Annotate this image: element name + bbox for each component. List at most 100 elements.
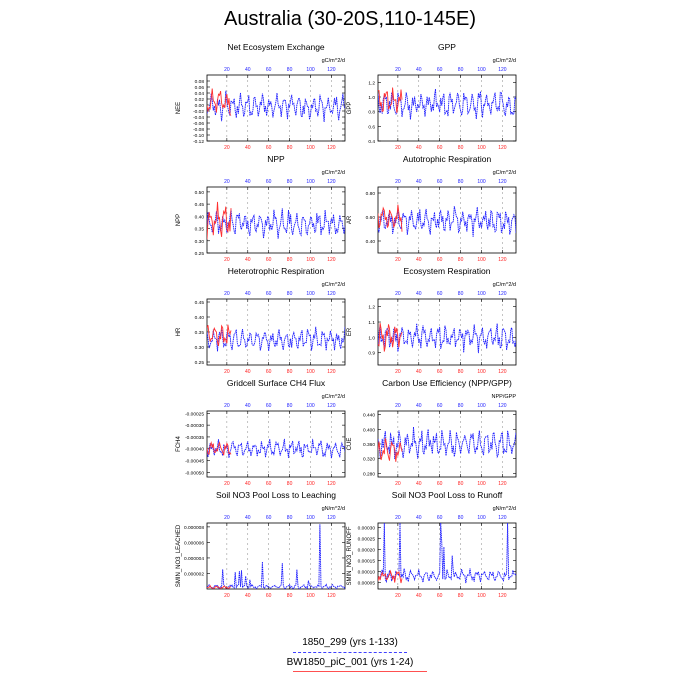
y-tick-label: 0.4 [368,139,375,145]
panel-title: Net Ecosystem Exchange [227,42,325,52]
bottom-tick-label: 60 [266,481,272,487]
y-tick-label: 0.00025 [358,536,376,542]
bottom-tick-label: 100 [477,481,486,487]
top-tick-label: 120 [327,179,336,185]
bottom-tick-label: 20 [395,369,401,375]
top-tick-label: 100 [306,291,315,297]
y-axis-label: CUE [347,438,353,451]
bottom-tick-label: 120 [327,593,336,599]
y-tick-label: 0.60 [366,215,376,221]
panel-units: gC/m^2/d [322,394,345,400]
top-tick-label: 100 [306,179,315,185]
y-axis-label: FCH4 [176,436,182,452]
top-tick-label: 20 [395,291,401,297]
y-tick-label: -0.02 [193,109,204,115]
top-tick-label: 60 [266,291,272,297]
top-tick-label: 80 [458,179,464,185]
bottom-tick-label: 120 [498,481,507,487]
bottom-tick-label: 20 [224,481,230,487]
y-tick-label: 0.80 [366,191,376,197]
y-tick-label: 0.000002 [184,571,204,577]
bottom-tick-label: 80 [458,145,464,151]
top-tick-label: 60 [437,403,443,409]
top-tick-label: 20 [224,291,230,297]
panel-7: Gridcell Surface CH4 Flux gC/m^2/d FCH4 20 4… [176,378,346,487]
bottom-tick-label: 60 [437,257,443,263]
top-tick-label: 40 [416,515,422,521]
bottom-tick-label: 100 [306,257,315,263]
bottom-tick-label: 40 [416,257,422,263]
top-tick-label: 40 [416,67,422,73]
top-tick-label: 60 [437,515,443,521]
top-tick-label: 20 [395,67,401,73]
y-tick-label: 0.280 [363,471,375,477]
panel-units: gC/m^2/d [322,282,345,288]
top-tick-label: 120 [498,403,507,409]
top-tick-label: 100 [477,67,486,73]
bottom-tick-label: 20 [395,257,401,263]
series-1850-299-line [378,89,516,120]
top-tick-label: 40 [245,179,251,185]
bottom-tick-label: 60 [266,369,272,375]
top-tick-label: 40 [245,515,251,521]
top-tick-label: 80 [458,291,464,297]
legend-entry-2-label: BW1850_piC_001 (yrs 1-24) [286,657,414,668]
top-tick-label: 100 [306,403,315,409]
top-tick-label: 120 [498,291,507,297]
y-axis-label: NPP [176,214,182,226]
series-1850-299-line [378,206,516,237]
bottom-tick-label: 100 [306,593,315,599]
y-tick-label: 0.35 [195,227,205,233]
top-tick-label: 20 [224,403,230,409]
series-bw1850-picontrol-line [378,87,403,113]
y-tick-label: 0.35 [195,330,205,336]
y-tick-label: 0.50 [195,190,205,196]
legend-entry-2-line [293,671,427,672]
top-tick-label: 20 [395,515,401,521]
plot-frame [206,410,346,478]
series-bw1850-picontrol-line [378,204,403,232]
bottom-tick-label: 100 [477,369,486,375]
y-axis-label: GPP [347,102,353,115]
top-tick-label: 100 [477,515,486,521]
y-tick-label: 0.40 [195,214,205,220]
y-tick-label: 0.45 [195,300,205,306]
top-tick-label: 40 [245,291,251,297]
top-tick-label: 20 [395,179,401,185]
bottom-tick-label: 20 [224,593,230,599]
panel-units: gC/m^2/d [493,282,516,288]
y-axis-label: ER [347,327,353,336]
y-tick-label: -0.00025 [185,411,204,417]
y-tick-label: 0.40 [366,239,376,245]
y-tick-label: 0.440 [363,413,375,419]
bottom-tick-label: 20 [395,145,401,151]
bottom-tick-label: 40 [245,481,251,487]
series-bw1850-picontrol-line [207,324,232,347]
panel-title: Soil NO3 Pool Loss to Runoff [392,490,503,500]
bottom-tick-label: 100 [477,593,486,599]
bottom-tick-label: 40 [416,369,422,375]
bottom-tick-label: 100 [306,369,315,375]
y-tick-label: -0.00050 [185,470,204,476]
y-tick-label: -0.06 [193,121,204,127]
series-bw1850-picontrol-line [207,88,232,116]
bottom-tick-label: 80 [458,481,464,487]
y-tick-label: 0.25 [195,251,205,257]
y-tick-label: -0.08 [193,127,204,133]
top-tick-label: 20 [224,67,230,73]
bottom-tick-label: 20 [224,257,230,263]
bottom-tick-label: 120 [498,257,507,263]
bottom-tick-label: 60 [437,369,443,375]
legend-entry-1-label: 1850_299 (yrs 1-133) [302,637,398,648]
series-1850-299-line [378,426,516,460]
bottom-tick-label: 60 [437,593,443,599]
top-tick-label: 120 [327,291,336,297]
y-tick-label: 0.6 [368,124,375,130]
series-bw1850-picontrol-line [207,201,232,240]
y-tick-label: 1.2 [368,305,375,311]
bottom-tick-label: 60 [266,145,272,151]
bottom-tick-label: 60 [437,145,443,151]
bottom-tick-label: 20 [395,593,401,599]
y-tick-label: 1.2 [368,80,375,86]
top-tick-label: 80 [287,403,293,409]
